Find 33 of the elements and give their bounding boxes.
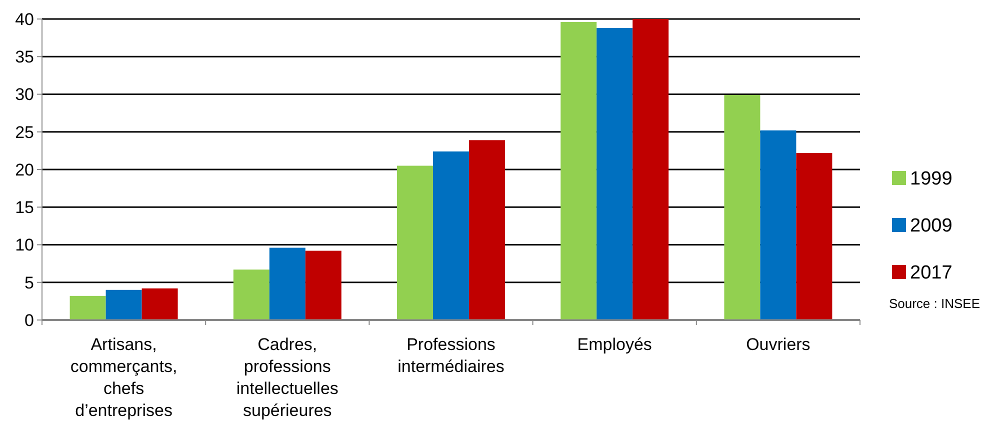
bar: [760, 130, 796, 320]
y-tick-label: 25: [15, 122, 34, 142]
x-tick-label: Cadres, professions intellectuelles supérieures: [236, 335, 338, 420]
bar: [142, 288, 178, 320]
x-tick-label: Employés: [577, 335, 652, 354]
bar: [796, 152, 832, 320]
y-tick-label: 35: [15, 48, 34, 67]
x-tick-label: Ouvriers: [746, 335, 810, 354]
source-note: Source : INSEE: [888, 296, 980, 311]
y-tick-label: 5: [24, 273, 34, 292]
bar: [106, 290, 142, 320]
bar: [269, 248, 306, 320]
bar: [468, 140, 505, 320]
y-tick-label: 15: [15, 198, 34, 218]
bar: [305, 250, 342, 320]
bar: [596, 28, 633, 320]
y-tick-label: 20: [15, 160, 34, 180]
bar: [397, 166, 434, 320]
y-tick-label: 30: [15, 85, 34, 104]
bar: [233, 270, 270, 320]
bar: [433, 151, 469, 320]
bar: [724, 95, 760, 320]
y-tick-label: 10: [15, 236, 34, 255]
bar: [632, 19, 669, 320]
x-tick-label: Artisans, commerçants, chefs d’entreprises: [70, 335, 178, 420]
y-tick-label: 0: [24, 310, 34, 330]
bar: [560, 22, 597, 320]
legend-label: 1999: [910, 168, 952, 190]
legend-label: 2009: [910, 216, 952, 237]
y-tick-label: 40: [15, 10, 34, 29]
legend-label: 2017: [910, 262, 952, 284]
x-tick-label: Professions intermédiaires: [398, 335, 504, 376]
bar: [70, 296, 106, 320]
